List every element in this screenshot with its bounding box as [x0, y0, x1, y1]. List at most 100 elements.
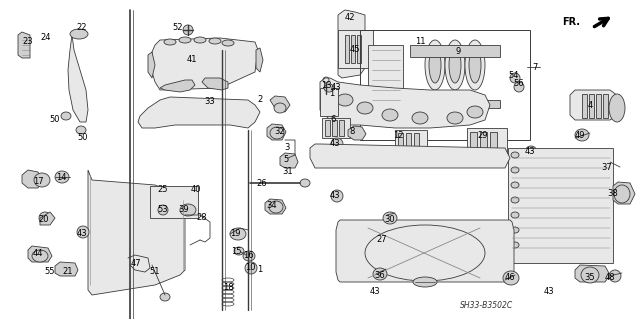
Polygon shape	[202, 78, 228, 90]
Text: 25: 25	[157, 186, 168, 195]
Ellipse shape	[511, 182, 519, 188]
Bar	[325, 120, 330, 136]
Text: 3: 3	[284, 144, 290, 152]
Text: 27: 27	[377, 235, 387, 244]
Ellipse shape	[357, 102, 373, 114]
Text: 26: 26	[257, 179, 268, 188]
Ellipse shape	[514, 82, 524, 92]
Text: 1: 1	[330, 90, 335, 99]
Text: 30: 30	[385, 216, 396, 225]
Ellipse shape	[179, 37, 191, 43]
Ellipse shape	[467, 106, 483, 118]
Bar	[351, 35, 355, 63]
Ellipse shape	[234, 247, 244, 255]
Ellipse shape	[511, 227, 519, 233]
Polygon shape	[138, 97, 260, 128]
Text: 46: 46	[505, 273, 515, 283]
Polygon shape	[152, 38, 258, 90]
Text: 53: 53	[157, 205, 168, 214]
Ellipse shape	[413, 277, 437, 287]
Bar	[490, 132, 497, 150]
Bar	[368, 45, 403, 115]
Text: 4: 4	[588, 100, 593, 109]
Polygon shape	[575, 265, 610, 282]
Text: 52: 52	[173, 23, 183, 32]
Polygon shape	[160, 80, 195, 92]
Bar	[357, 35, 361, 63]
Text: 23: 23	[22, 38, 33, 47]
Ellipse shape	[383, 212, 397, 224]
Text: 32: 32	[275, 128, 285, 137]
Text: 37: 37	[602, 162, 612, 172]
Ellipse shape	[465, 40, 485, 90]
Text: SH33-B3502C: SH33-B3502C	[460, 300, 513, 309]
Ellipse shape	[469, 47, 481, 83]
Ellipse shape	[300, 179, 310, 187]
Ellipse shape	[609, 270, 621, 282]
Text: 43: 43	[330, 190, 340, 199]
Bar	[320, 88, 338, 116]
Text: 13: 13	[321, 80, 332, 90]
Text: 45: 45	[349, 46, 360, 55]
Ellipse shape	[269, 201, 283, 213]
Bar	[339, 120, 344, 136]
Text: 33: 33	[205, 98, 216, 107]
Text: 9: 9	[456, 48, 461, 56]
Ellipse shape	[609, 94, 625, 122]
Text: 55: 55	[45, 268, 55, 277]
Bar	[410, 100, 500, 108]
Text: 14: 14	[56, 174, 67, 182]
Text: 5: 5	[284, 155, 289, 165]
Ellipse shape	[70, 29, 88, 39]
Bar	[360, 30, 530, 140]
Bar	[603, 94, 608, 118]
Ellipse shape	[525, 146, 537, 158]
Text: 47: 47	[131, 258, 141, 268]
Ellipse shape	[511, 167, 519, 173]
Bar	[332, 120, 337, 136]
Polygon shape	[613, 182, 635, 204]
Ellipse shape	[274, 103, 286, 113]
Polygon shape	[338, 10, 365, 78]
Text: 43: 43	[331, 84, 341, 93]
Text: 11: 11	[415, 38, 425, 47]
Ellipse shape	[337, 94, 353, 106]
Ellipse shape	[243, 251, 255, 261]
Text: 10: 10	[244, 263, 255, 271]
Ellipse shape	[429, 47, 441, 83]
Bar	[395, 130, 427, 152]
Bar	[480, 132, 487, 150]
Bar	[414, 133, 419, 148]
Ellipse shape	[511, 152, 519, 158]
Polygon shape	[22, 170, 42, 188]
Ellipse shape	[230, 228, 246, 240]
Ellipse shape	[511, 242, 519, 248]
Bar	[589, 94, 594, 118]
Text: 19: 19	[230, 229, 240, 239]
Bar	[470, 132, 477, 150]
Bar	[398, 133, 403, 148]
Ellipse shape	[447, 112, 463, 124]
Text: 43: 43	[525, 147, 535, 157]
Ellipse shape	[270, 127, 284, 139]
Ellipse shape	[76, 126, 86, 134]
Text: 43: 43	[77, 228, 87, 238]
Text: 12: 12	[393, 131, 403, 140]
Text: 18: 18	[223, 284, 234, 293]
Ellipse shape	[222, 40, 234, 46]
Ellipse shape	[614, 185, 630, 203]
Ellipse shape	[32, 250, 48, 262]
Text: 35: 35	[585, 273, 595, 283]
Polygon shape	[40, 212, 55, 225]
Text: 44: 44	[33, 249, 44, 257]
Ellipse shape	[575, 129, 589, 141]
Text: 15: 15	[231, 247, 241, 256]
Ellipse shape	[503, 271, 519, 285]
Text: 38: 38	[607, 189, 618, 198]
Ellipse shape	[61, 112, 71, 120]
Text: 48: 48	[605, 273, 615, 283]
Polygon shape	[28, 246, 52, 262]
Ellipse shape	[373, 268, 387, 280]
Ellipse shape	[425, 40, 445, 90]
Text: 31: 31	[283, 167, 293, 176]
